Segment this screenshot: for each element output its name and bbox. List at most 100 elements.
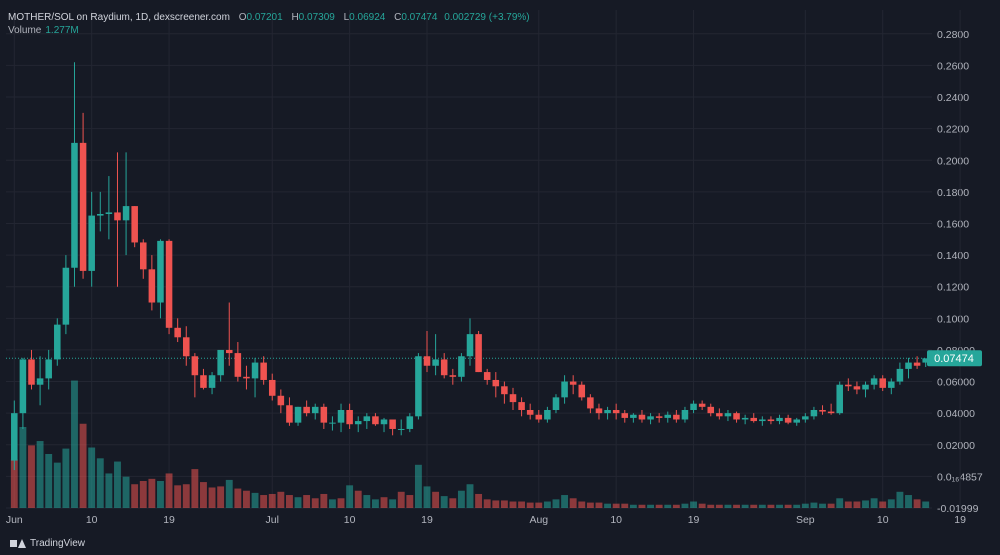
candle-body <box>423 356 431 366</box>
volume-bar <box>157 481 164 508</box>
low-value: 0.06924 <box>349 12 386 23</box>
candle-body <box>45 359 52 379</box>
candle-body <box>458 356 465 377</box>
volume-bar <box>518 501 526 508</box>
volume-bar <box>457 490 465 508</box>
volume-bar <box>337 498 345 508</box>
candle-body <box>535 414 543 420</box>
candle-body <box>157 240 164 303</box>
volume-bar <box>913 499 921 508</box>
candle-body <box>268 379 276 396</box>
candle-body <box>819 410 826 412</box>
candle-body <box>466 334 474 357</box>
volume-bar <box>311 498 319 508</box>
date-tick-label: Aug <box>529 514 548 526</box>
volume-bar <box>354 490 362 508</box>
candle-body <box>681 410 689 420</box>
volume-bar <box>767 504 775 508</box>
volume-bar <box>423 486 431 508</box>
candle-body <box>337 410 345 423</box>
candle-body <box>329 422 336 424</box>
low-label: L <box>343 12 350 23</box>
candle-body <box>140 242 147 270</box>
candle-body <box>604 410 611 414</box>
candle-body <box>655 416 663 418</box>
volume-bar <box>466 484 474 508</box>
volume-bar <box>79 423 87 508</box>
candle-body <box>741 417 749 420</box>
volume-bar <box>475 493 483 508</box>
volume-bar <box>88 447 96 508</box>
volume-bar <box>698 503 706 508</box>
candle-body <box>440 359 448 376</box>
date-tick-label: 19 <box>421 514 433 526</box>
candle-body <box>767 419 775 422</box>
candle-body <box>105 212 113 214</box>
candle-body <box>122 206 130 221</box>
volume-bar <box>827 503 835 508</box>
tradingview-footer[interactable]: TradingView <box>10 538 85 549</box>
price-tick-label: 0.1400 <box>937 250 969 262</box>
candle-body <box>191 356 199 376</box>
candle-body <box>492 379 500 387</box>
high-value: 0.07309 <box>298 12 335 23</box>
candle-body <box>913 362 921 366</box>
date-tick-label: Sep <box>796 514 815 526</box>
candle-body <box>415 356 422 417</box>
volume-bar <box>509 501 517 508</box>
candle-body <box>827 411 835 414</box>
candle-body <box>776 417 783 422</box>
volume-bar <box>741 504 749 508</box>
candle-body <box>612 410 620 414</box>
price-tick-label: 0.2400 <box>937 92 969 104</box>
candle-body <box>716 413 723 417</box>
candle-body <box>225 349 233 354</box>
candle-body <box>630 414 637 418</box>
volume-bar <box>690 501 697 508</box>
volume-bar <box>844 501 852 508</box>
candle-body <box>131 206 138 243</box>
volume-bar <box>105 473 113 508</box>
volume-bar <box>578 501 586 508</box>
date-tick-label: 10 <box>610 514 622 526</box>
volume-bar <box>681 503 689 508</box>
high-label: H <box>291 12 299 23</box>
volume-bar <box>251 492 259 508</box>
volume-bar <box>707 504 715 508</box>
symbol-title: MOTHER/SOL on Raydium, 1D, dexscreener.c… <box>8 12 230 23</box>
volume-bar <box>604 503 612 508</box>
candle-body <box>810 410 818 417</box>
candle-body <box>647 416 654 420</box>
candle-body <box>664 414 672 418</box>
volume-value: 1.277M <box>45 25 79 36</box>
volume-bar <box>320 493 328 508</box>
volume-bar <box>862 500 869 508</box>
volume-bar <box>500 500 508 508</box>
candle-body <box>182 337 190 357</box>
change-value: 0.002729 (+3.79%) <box>444 12 530 23</box>
candle-body <box>294 406 302 423</box>
price-tick-label: 0.2800 <box>937 29 969 41</box>
candle-body <box>905 362 912 369</box>
price-tick-label: 0.1600 <box>937 218 969 230</box>
volume-bar <box>758 504 766 508</box>
date-tick-label: 10 <box>877 514 889 526</box>
candle-body <box>784 417 792 423</box>
volume-bar <box>260 495 268 508</box>
volume-bar <box>328 499 336 508</box>
volume-bar <box>887 499 895 508</box>
price-tick-label: -0.01999 <box>937 503 979 515</box>
volume-bar <box>200 482 207 508</box>
volume-bar <box>389 499 397 508</box>
price-tick-label: 0.06000 <box>937 377 975 389</box>
price-tick-label: 0.02000 <box>937 440 975 452</box>
volume-bar <box>483 499 491 508</box>
last-price-label: 0.07474 <box>934 353 974 365</box>
candle-body <box>11 413 18 461</box>
candle-body <box>114 212 121 221</box>
candle-body <box>690 403 697 410</box>
candle-body <box>277 395 285 406</box>
volume-bar <box>552 499 560 508</box>
volume-bar <box>449 498 457 508</box>
